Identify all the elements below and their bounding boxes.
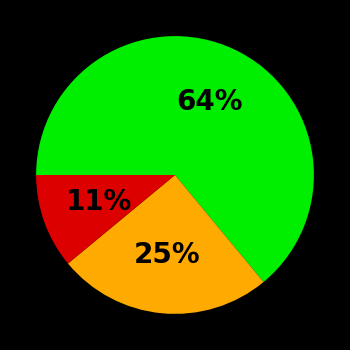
Wedge shape bbox=[68, 175, 264, 314]
Text: 25%: 25% bbox=[134, 241, 201, 269]
Wedge shape bbox=[36, 175, 175, 264]
Text: 64%: 64% bbox=[176, 88, 243, 116]
Text: 11%: 11% bbox=[66, 188, 132, 216]
Wedge shape bbox=[36, 36, 314, 282]
